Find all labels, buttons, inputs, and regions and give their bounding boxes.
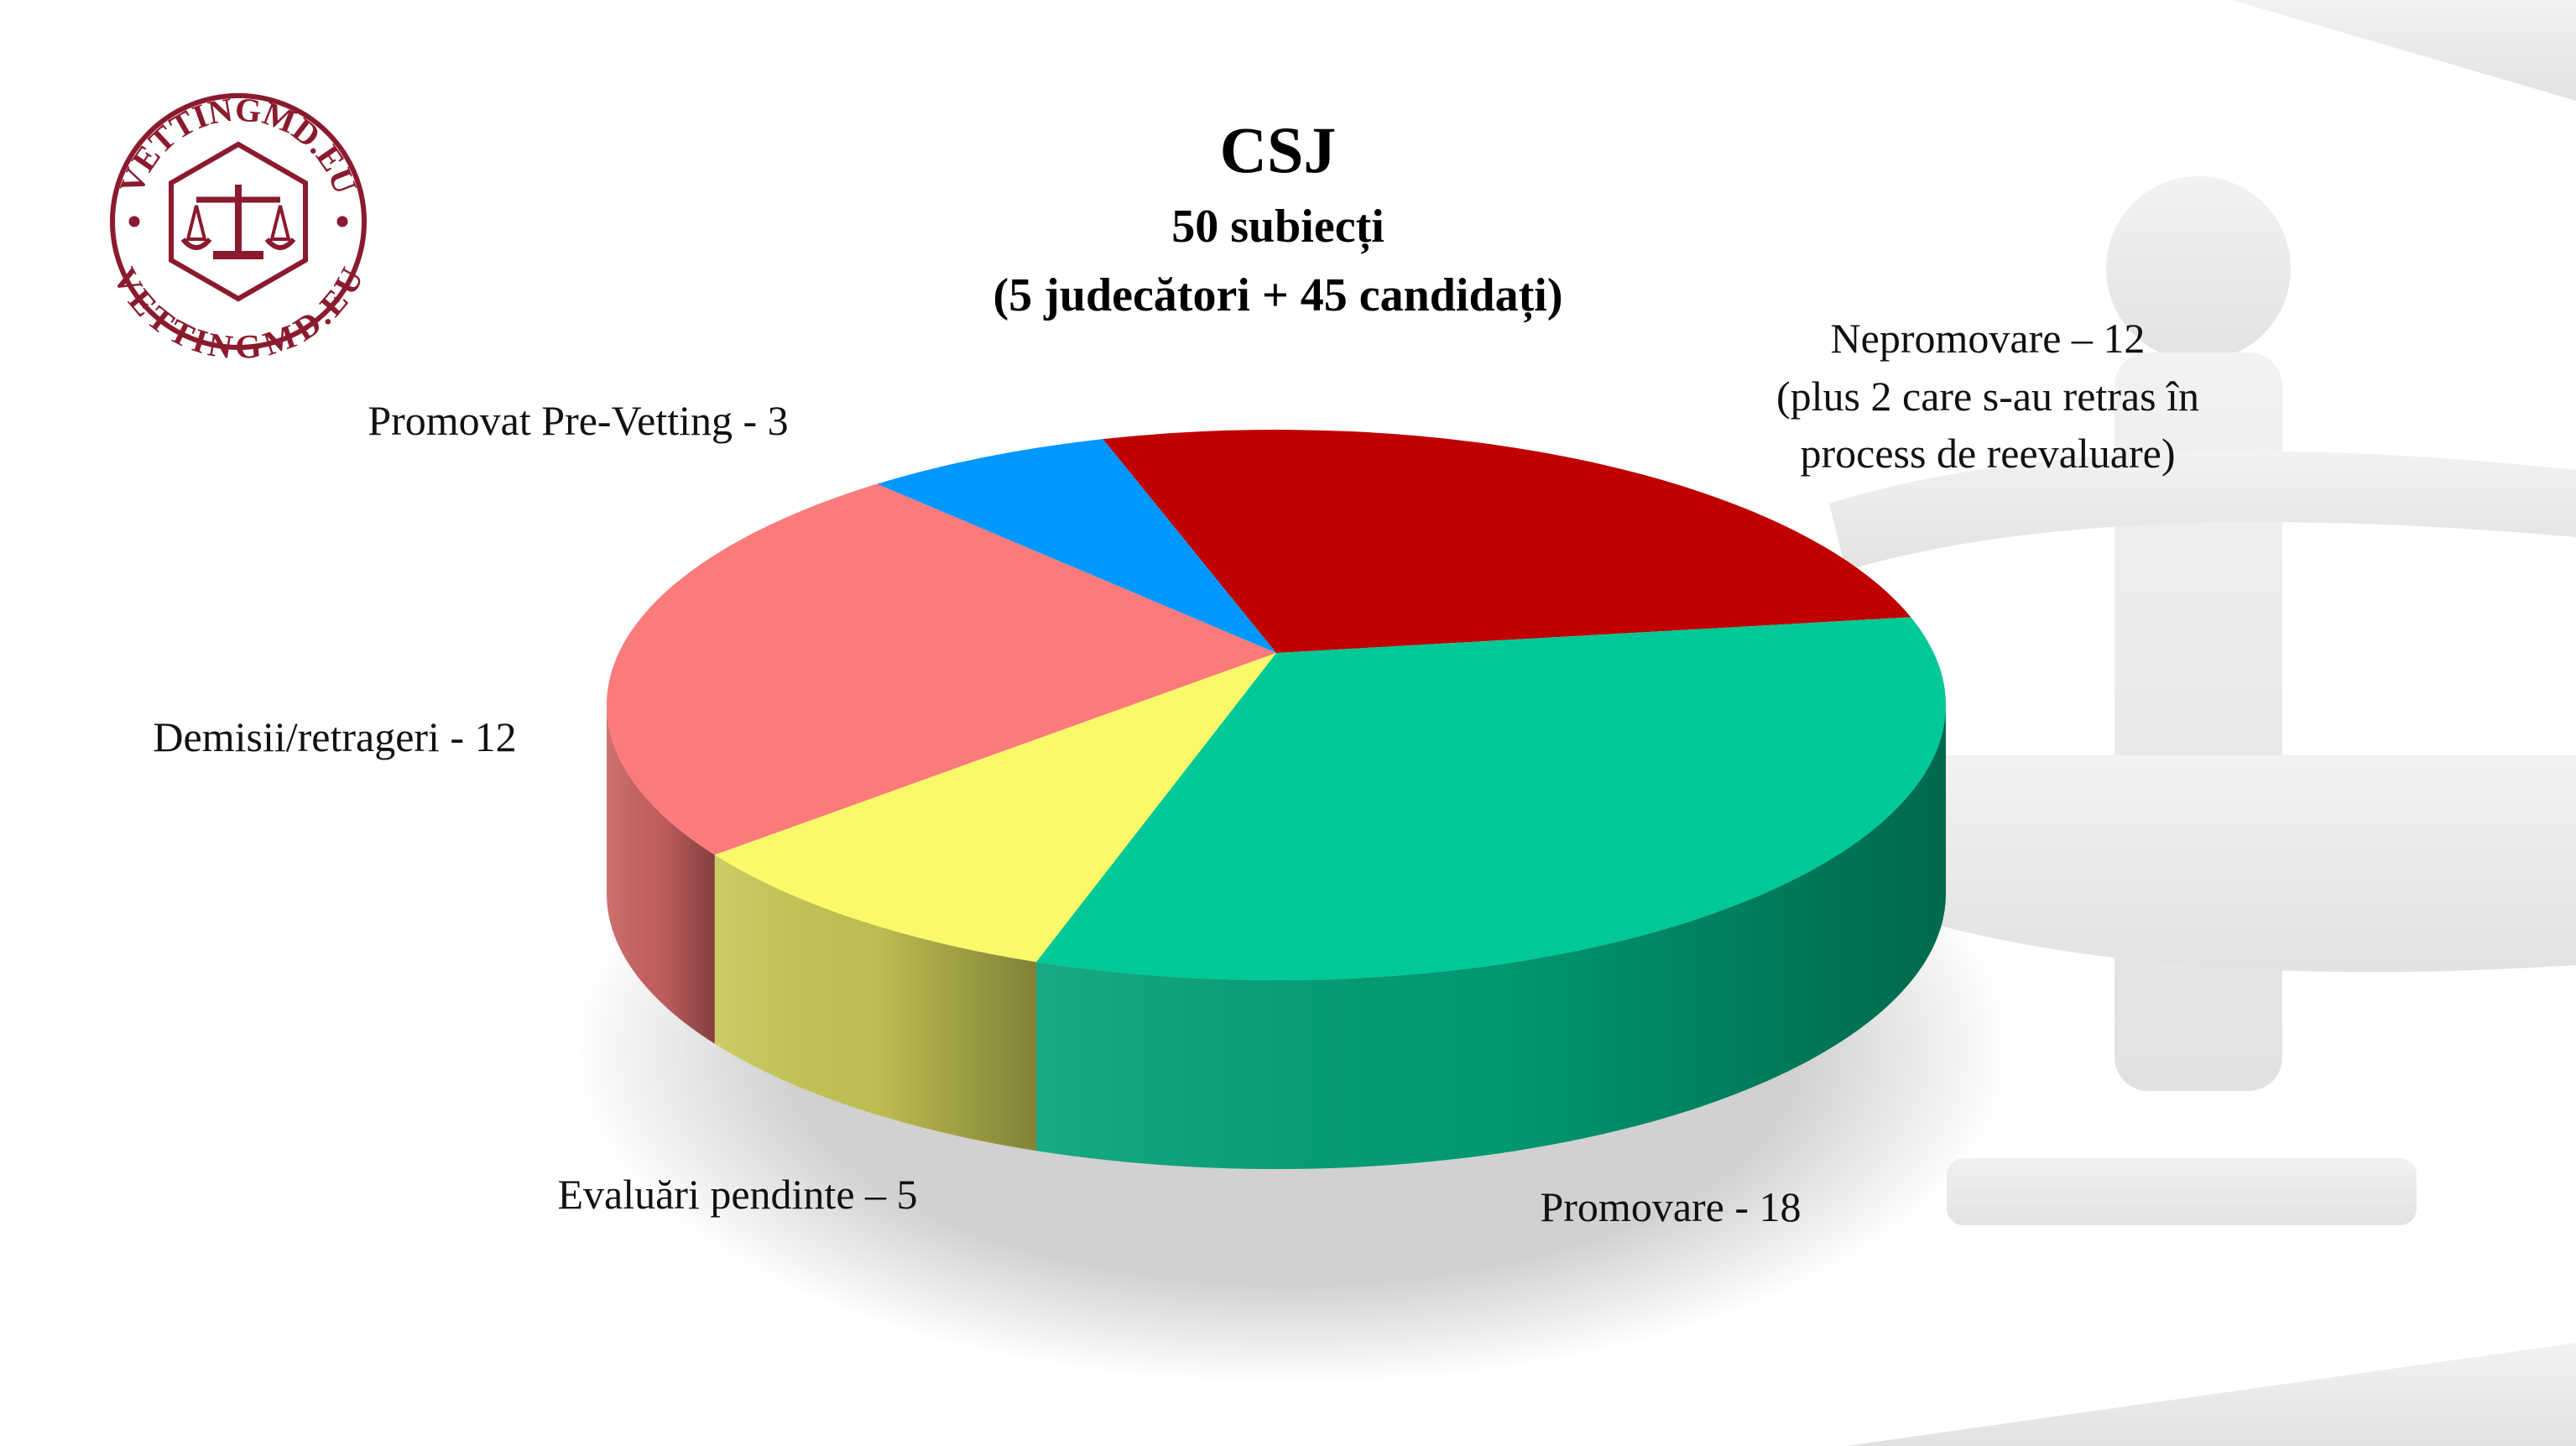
side-shading — [714, 854, 1037, 1151]
watermark — [1829, 0, 2576, 1446]
slice — [714, 653, 1276, 963]
slice-label: Promovat Pre-Vetting - 3 — [368, 397, 788, 444]
slice-label: Evaluări pendinte – 5 — [557, 1171, 917, 1218]
slice — [1103, 430, 1911, 653]
logo-text: VETTINGMD.EU — [106, 262, 371, 367]
logo-text-bottom: VETTINGMD.EU — [106, 262, 371, 367]
logo: VETTINGMD.EU VETTINGMD.EU — [106, 90, 371, 366]
annotation: (plus 2 care s-au retras în — [1776, 373, 2199, 420]
side-shading — [1036, 705, 1946, 1169]
slice-label: Promovare - 18 — [1540, 1183, 1801, 1230]
slice — [877, 439, 1276, 653]
slice — [1036, 617, 1946, 980]
chart-subtitle: (5 judecători + 45 candidați) — [993, 269, 1563, 323]
slice-label: Nepromovare – 12 — [1831, 315, 2146, 362]
chart-title: CSJ — [1220, 113, 1337, 186]
side-shading — [607, 705, 715, 1044]
slice — [607, 483, 1276, 855]
slice-label: Demisii/retrageri - 12 — [153, 713, 516, 760]
annotation: process de reevaluare) — [1801, 430, 2176, 477]
pie — [607, 430, 1946, 1169]
chart-subtitle: 50 subiecți — [1171, 201, 1384, 254]
labels: Nepromovare – 12 Promovare - 18 Evaluări p… — [153, 315, 2199, 1230]
